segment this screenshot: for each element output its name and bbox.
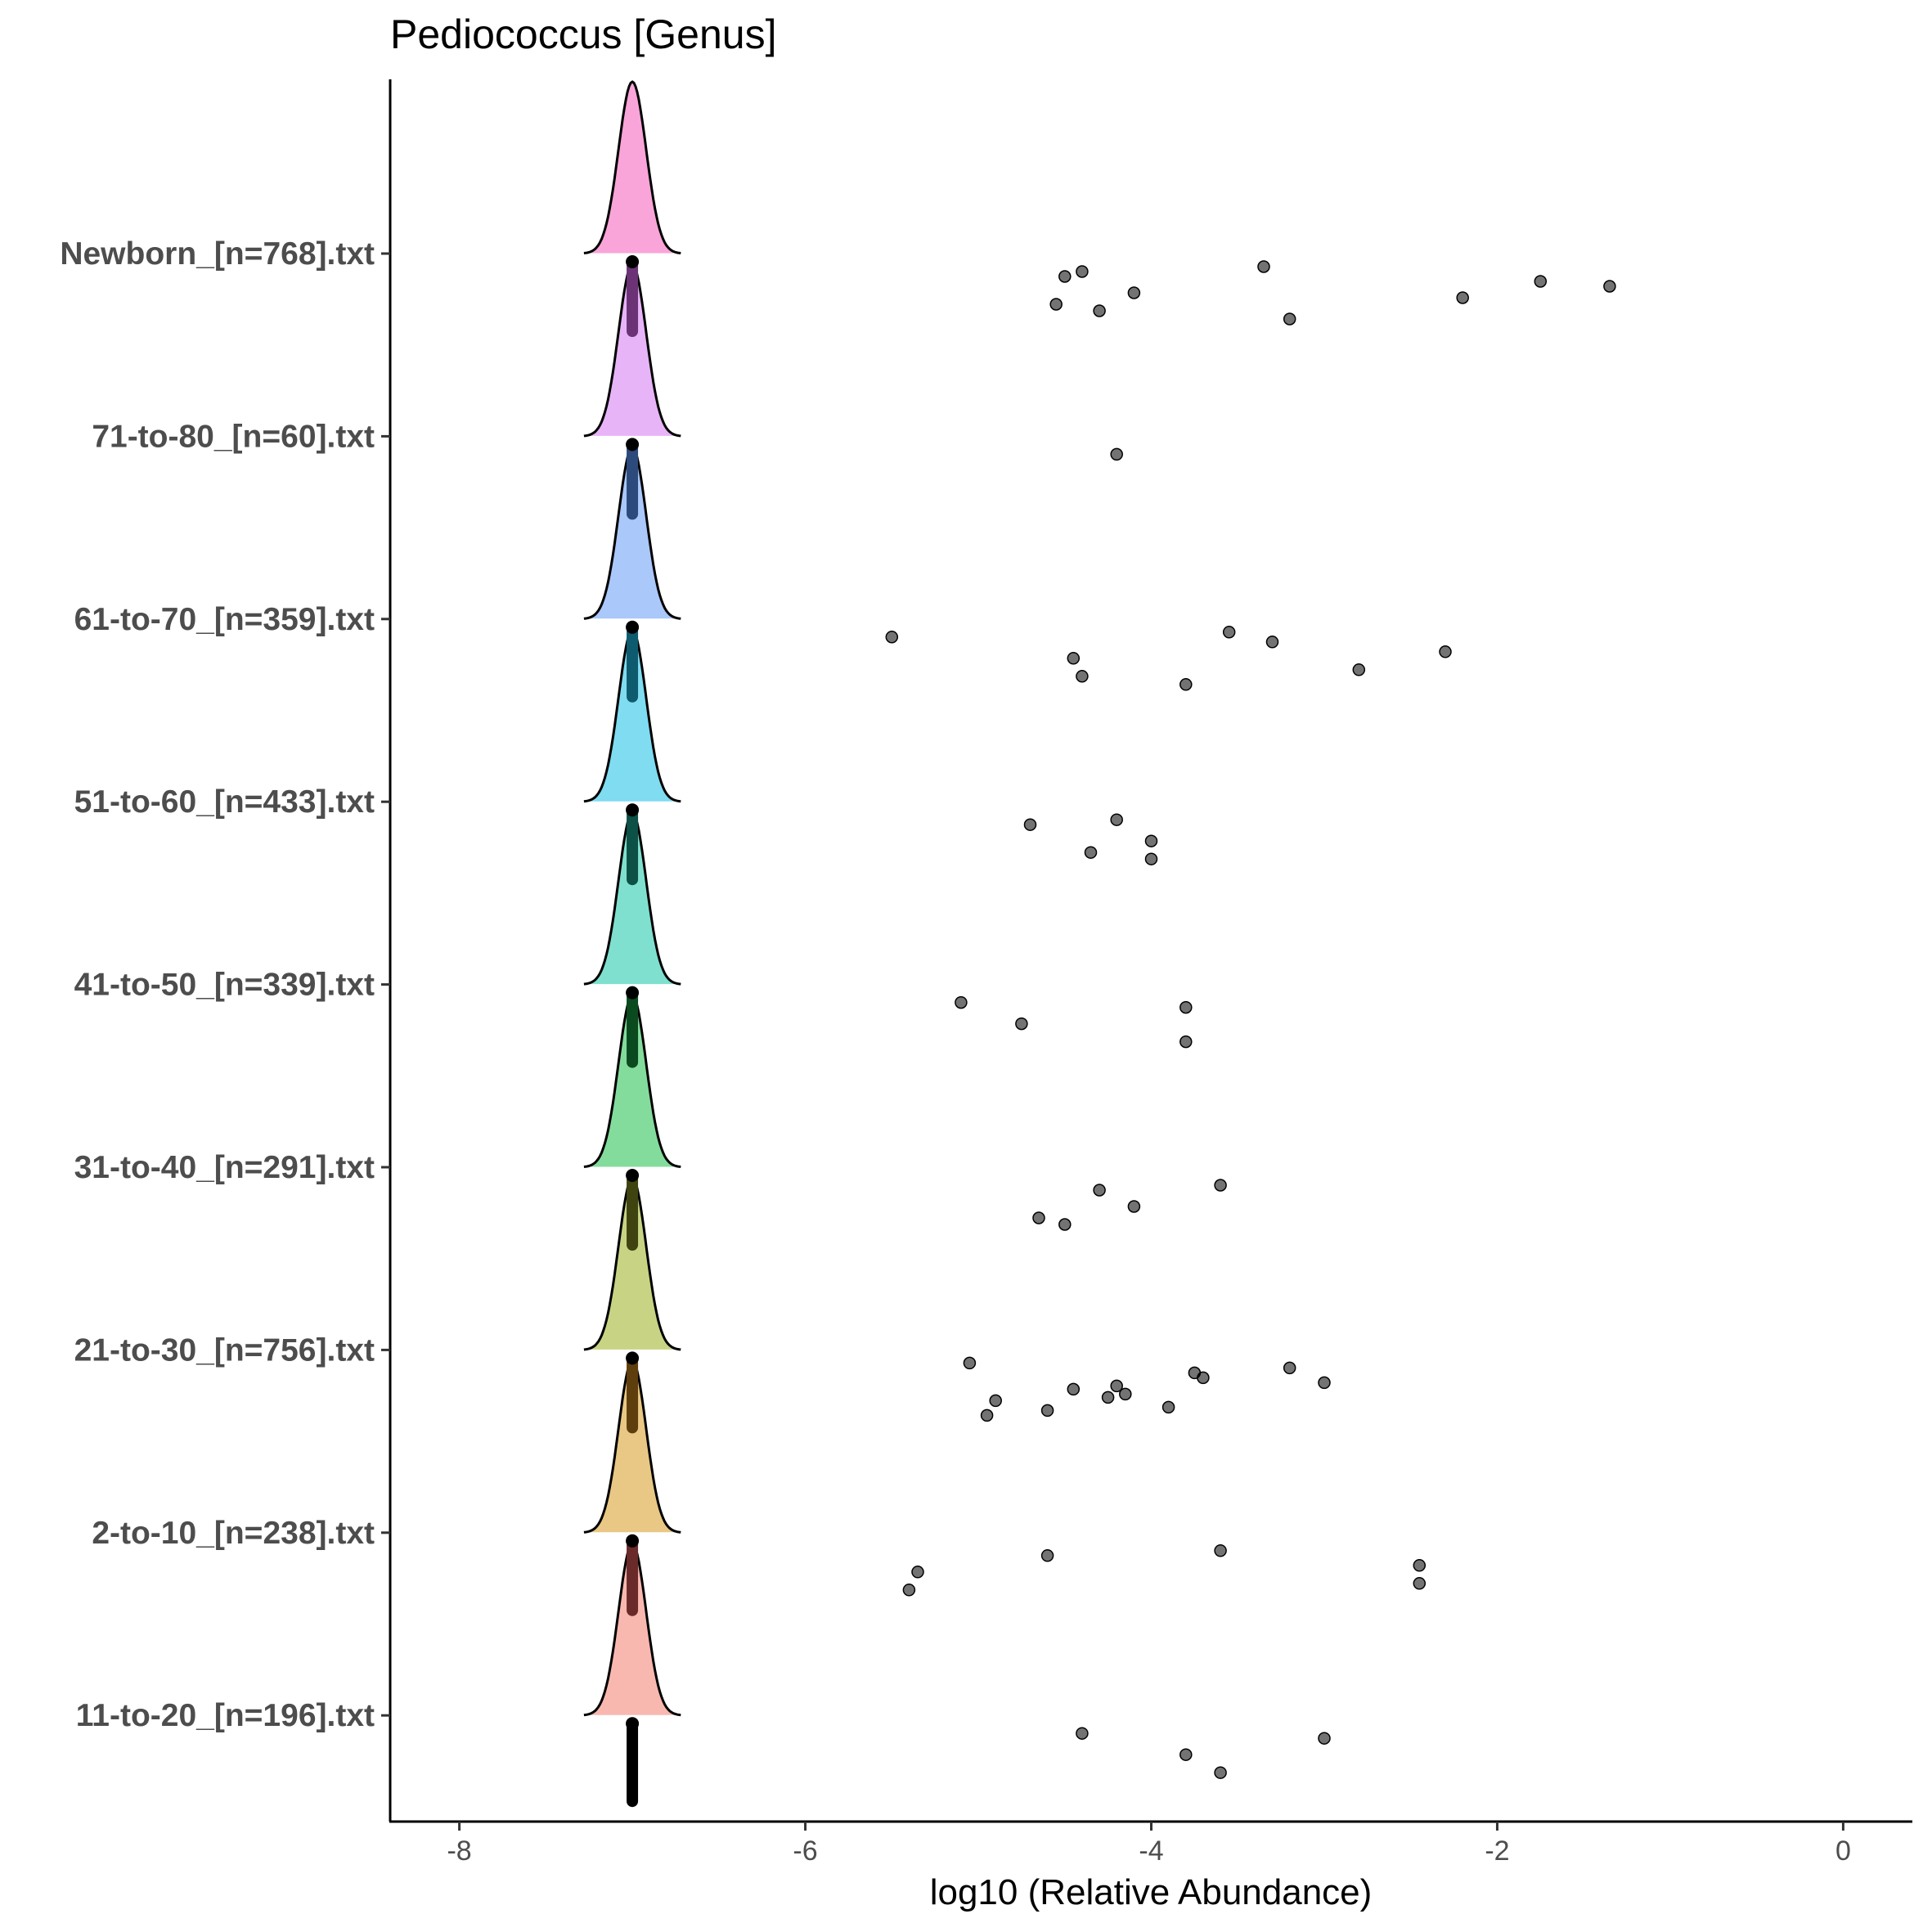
data-point [1144,852,1158,865]
ridge-fill [583,447,681,619]
x-tick-label: 0 [1835,1835,1851,1867]
data-point [1283,1361,1296,1375]
data-point [1214,1544,1227,1557]
data-point [1015,1017,1028,1031]
data-point [1534,275,1548,288]
data-point [1179,678,1193,691]
data-point [1093,304,1106,317]
points-layer [885,260,1616,1779]
median-bar-cap-3 [626,803,640,817]
data-point [1352,663,1366,676]
data-point [1076,265,1089,278]
ridge-fill [583,995,681,1167]
ridge-outline [583,80,681,254]
data-point [1197,1371,1210,1385]
y-tick-label: 51-to-60_[n=433].txt [74,784,375,820]
data-point [1076,1727,1089,1740]
data-point [1439,645,1452,658]
data-point [1413,1559,1427,1572]
y-tick-label: 2-to-10_[n=238].txt [92,1516,375,1551]
median-bar-cap-0 [626,255,640,268]
y-tick-label: 61-to-70_[n=359].txt [74,602,375,637]
y-tick-label: 41-to-50_[n=339].txt [74,968,375,1003]
data-point [989,1394,1002,1408]
data-point [1283,312,1296,326]
data-point [1144,834,1158,847]
data-point [1127,286,1141,299]
data-point [1110,447,1123,461]
median-bar-cap-1 [626,438,640,452]
data-point [1067,652,1081,665]
data-point [1265,636,1279,649]
y-tick-label: 21-to-30_[n=756].txt [74,1332,375,1368]
data-point [1214,1766,1227,1779]
data-point [1318,1376,1331,1390]
data-point [1049,298,1063,311]
data-point [1127,1200,1141,1213]
data-point [1179,1035,1193,1049]
ridge-0 [583,80,681,254]
data-point [902,1584,916,1597]
median-bar-cap-6 [626,1351,640,1365]
y-axis-ticks: Newborn_[n=768].txt 71-to-80_[n=60].txt 61… [60,236,390,1733]
data-point [1023,818,1037,831]
data-point [1222,626,1236,639]
data-point [1179,1000,1193,1014]
ridge-fill [583,630,681,802]
ridge-fill [583,264,681,436]
data-point [1257,260,1270,273]
ridge-fill [583,1360,681,1533]
median-bar-cap-4 [626,986,640,1000]
data-point [955,995,968,1009]
x-tick-label: -6 [793,1835,817,1867]
y-tick-label: 11-to-20_[n=196].txt [76,1698,375,1733]
data-point [1603,280,1616,293]
data-point [1084,846,1098,859]
median-bar-cap-2 [626,620,640,634]
data-point [1067,1382,1081,1396]
median-bar-cap-7 [626,1534,640,1548]
data-point [1040,1404,1054,1418]
y-tick-label: Newborn_[n=768].txt [60,236,375,272]
data-point [1318,1732,1331,1745]
chart-title: Pediococcus [Genus] [390,11,777,57]
median-bar-cap-5 [626,1169,640,1182]
ridges-layer [583,80,681,1808]
data-point [1214,1179,1227,1192]
data-point [1413,1577,1427,1590]
y-tick-label: 71-to-80_[n=60].txt [92,419,375,454]
data-point [911,1566,924,1579]
data-point [1161,1400,1175,1414]
data-point [1179,1748,1193,1761]
x-axis-label: log10 (Relative Abundance) [930,1872,1373,1912]
x-tick-label: -4 [1139,1835,1163,1867]
ridge-fill [583,1178,681,1350]
ridge-fill [583,82,681,254]
x-axis-ticks: -8 -6 -4 -2 0 [447,1822,1851,1867]
ridge-fill [583,812,681,985]
data-point [1456,291,1469,304]
median-bar-cap-8 [626,1717,640,1731]
data-point [885,631,899,644]
data-point [1032,1211,1045,1224]
data-point [1110,1379,1123,1393]
data-point [1040,1549,1054,1562]
data-point [1058,1218,1072,1231]
data-point [1101,1391,1115,1404]
data-point [1076,670,1089,683]
y-tick-label: 31-to-40_[n=291].txt [74,1150,375,1185]
data-point [1093,1184,1106,1197]
data-point [980,1409,994,1422]
data-point [963,1356,977,1370]
ridge-fill [583,1543,681,1715]
x-tick-label: -2 [1485,1835,1509,1867]
data-point [1110,813,1123,826]
data-point [1119,1387,1132,1401]
data-point [1058,270,1072,283]
x-tick-label: -8 [447,1835,471,1867]
